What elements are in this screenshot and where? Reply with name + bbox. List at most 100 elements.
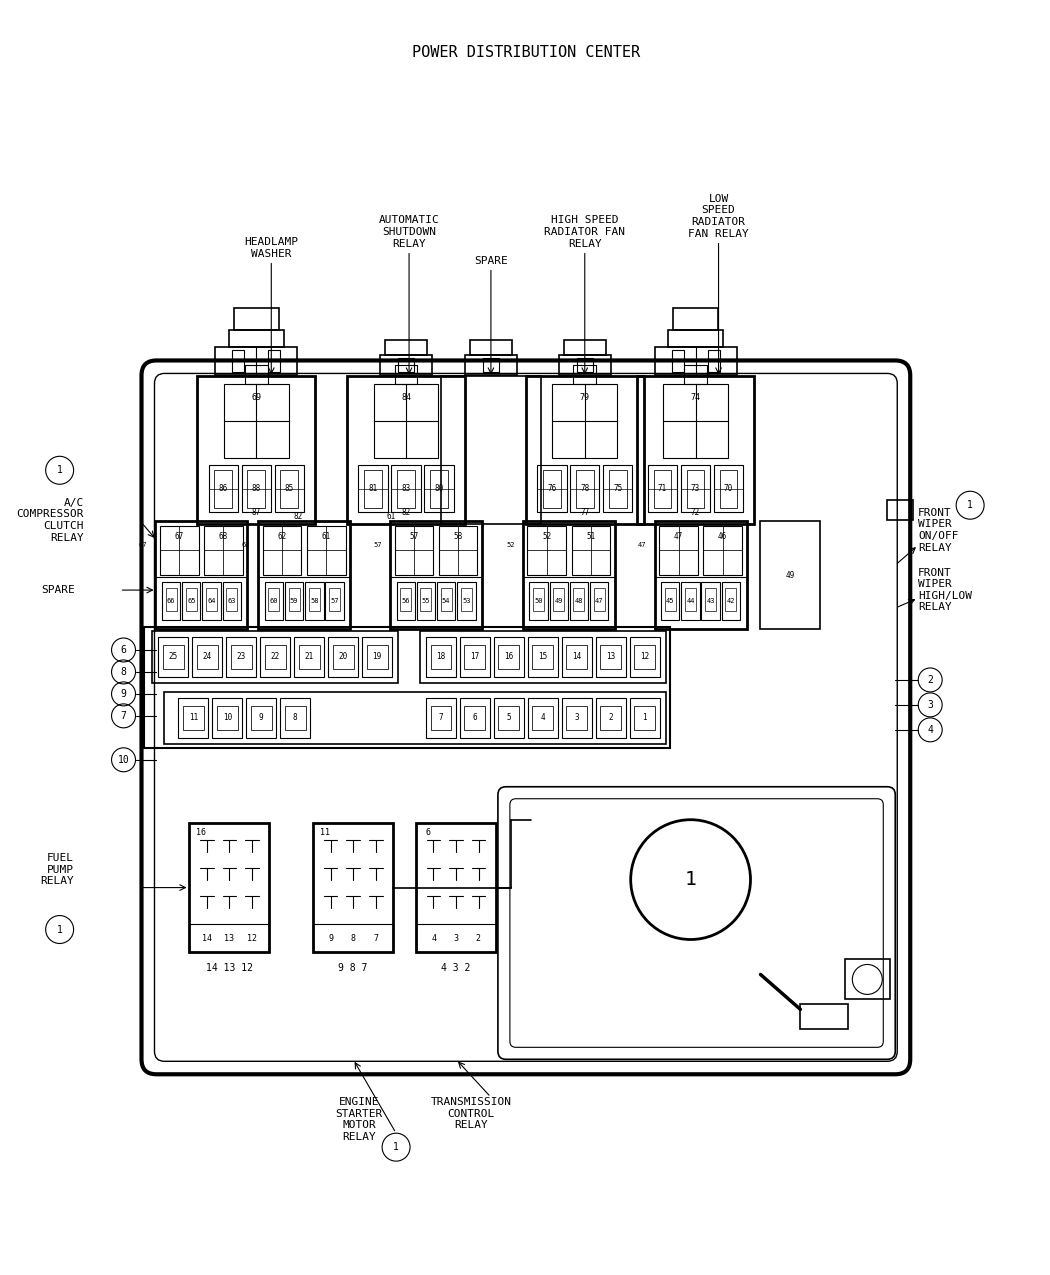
- Text: 79: 79: [580, 393, 590, 402]
- Bar: [673, 307, 718, 329]
- Bar: [397, 581, 415, 621]
- Bar: [374, 384, 439, 458]
- Bar: [499, 706, 520, 729]
- Bar: [465, 356, 517, 375]
- Text: 52: 52: [506, 542, 514, 548]
- Bar: [162, 581, 181, 621]
- Bar: [559, 356, 611, 375]
- Text: HIGH SPEED
RADIATOR FAN
RELAY: HIGH SPEED RADIATOR FAN RELAY: [544, 215, 625, 249]
- Bar: [601, 645, 622, 669]
- Bar: [573, 588, 585, 611]
- Text: 4 3 2: 4 3 2: [441, 964, 470, 973]
- Text: 84: 84: [401, 393, 411, 402]
- Text: 6: 6: [425, 829, 430, 838]
- Text: 47: 47: [595, 598, 604, 604]
- Bar: [553, 588, 564, 611]
- Text: 59: 59: [290, 598, 298, 604]
- Text: 8: 8: [293, 714, 297, 723]
- Text: 69: 69: [251, 393, 261, 402]
- Bar: [247, 697, 276, 738]
- Bar: [532, 645, 553, 669]
- Bar: [760, 521, 820, 629]
- Bar: [800, 1005, 848, 1029]
- Text: 43: 43: [707, 598, 715, 604]
- Bar: [714, 465, 743, 513]
- Bar: [398, 358, 414, 372]
- Bar: [227, 638, 256, 677]
- Bar: [573, 366, 596, 384]
- Text: 86: 86: [218, 484, 228, 493]
- Text: 18: 18: [437, 653, 445, 662]
- Bar: [528, 638, 558, 677]
- Text: 21: 21: [304, 653, 314, 662]
- Bar: [595, 697, 626, 738]
- Bar: [206, 588, 217, 611]
- Text: 11: 11: [320, 829, 330, 838]
- Text: POWER DISTRIBUTION CENTER: POWER DISTRIBUTION CENTER: [412, 46, 639, 60]
- Text: 10: 10: [118, 755, 129, 765]
- Text: 8: 8: [121, 667, 126, 677]
- Text: SPARE: SPARE: [474, 255, 508, 265]
- Text: 1: 1: [57, 465, 63, 476]
- Bar: [234, 307, 279, 329]
- Bar: [437, 581, 456, 621]
- Text: 76: 76: [547, 484, 557, 493]
- Bar: [416, 924, 496, 952]
- Text: 23: 23: [236, 653, 246, 662]
- Bar: [562, 697, 592, 738]
- Text: 58: 58: [454, 532, 463, 541]
- Text: 19: 19: [373, 653, 382, 662]
- Bar: [285, 581, 303, 621]
- Bar: [178, 697, 208, 738]
- Text: 87: 87: [252, 507, 261, 516]
- Bar: [704, 525, 742, 575]
- Bar: [609, 469, 627, 507]
- Text: 15: 15: [539, 653, 547, 662]
- Text: 67: 67: [174, 532, 184, 541]
- Bar: [571, 525, 610, 575]
- Bar: [708, 351, 719, 372]
- Bar: [192, 638, 223, 677]
- Bar: [232, 351, 245, 372]
- Text: 46: 46: [718, 532, 728, 541]
- Text: 57: 57: [331, 598, 339, 604]
- Bar: [665, 588, 676, 611]
- Text: 65: 65: [187, 598, 195, 604]
- Bar: [189, 822, 269, 952]
- Text: 61: 61: [321, 532, 331, 541]
- Bar: [523, 521, 614, 629]
- Text: A/C
COMPRESSOR
CLUTCH
RELAY: A/C COMPRESSOR CLUTCH RELAY: [16, 497, 84, 543]
- Text: 58: 58: [310, 598, 318, 604]
- Bar: [152, 631, 398, 683]
- Text: 53: 53: [462, 598, 470, 604]
- Bar: [265, 645, 286, 669]
- Bar: [212, 697, 243, 738]
- Text: 68: 68: [218, 532, 228, 541]
- Text: 62: 62: [277, 532, 287, 541]
- Text: 82: 82: [294, 511, 302, 520]
- Text: 9: 9: [329, 933, 333, 942]
- Bar: [400, 588, 412, 611]
- Bar: [186, 588, 196, 611]
- Text: 7: 7: [121, 711, 126, 720]
- Bar: [395, 525, 434, 575]
- Bar: [457, 581, 476, 621]
- Bar: [420, 631, 666, 683]
- Bar: [251, 706, 272, 729]
- Text: 1: 1: [393, 1142, 399, 1153]
- Text: 14 13 12: 14 13 12: [206, 964, 253, 973]
- Bar: [289, 588, 299, 611]
- Bar: [537, 465, 567, 513]
- Text: 14: 14: [572, 653, 582, 662]
- Bar: [441, 376, 541, 524]
- Bar: [648, 465, 677, 513]
- Bar: [576, 358, 593, 372]
- Bar: [269, 351, 280, 372]
- Text: 6: 6: [472, 714, 478, 723]
- Text: FUEL
PUMP
RELAY: FUEL PUMP RELAY: [40, 853, 74, 886]
- Bar: [439, 525, 478, 575]
- Bar: [299, 645, 319, 669]
- Bar: [280, 469, 298, 507]
- Bar: [634, 706, 655, 729]
- Text: 62: 62: [242, 542, 250, 548]
